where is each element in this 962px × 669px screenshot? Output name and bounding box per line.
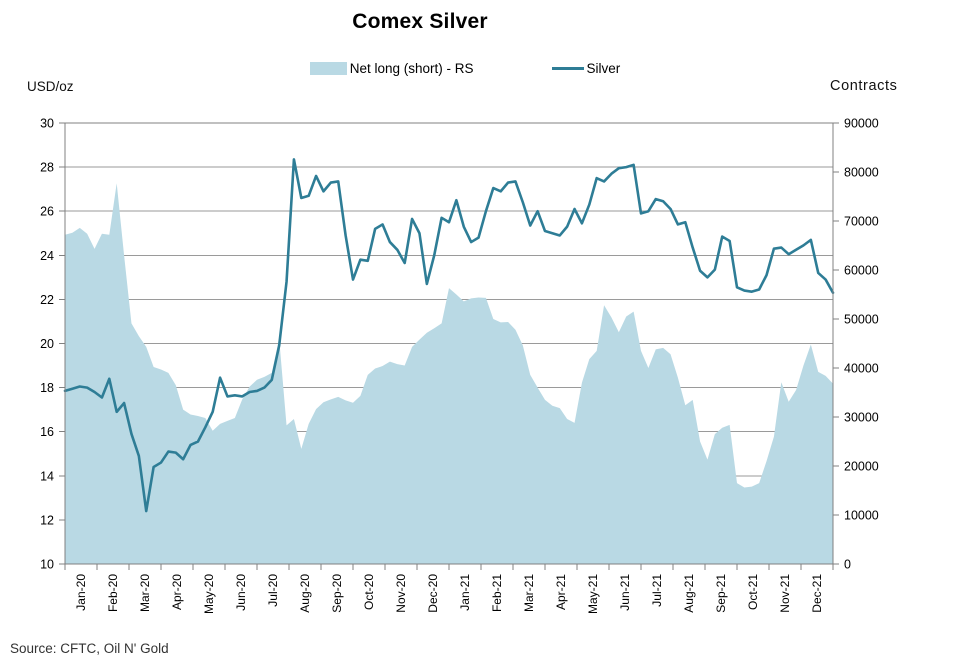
right-tick-label: 20000: [844, 460, 879, 474]
x-tick-label: May-20: [202, 574, 216, 614]
x-tick-label: Jun-21: [618, 574, 632, 611]
x-tick-label: Jul-20: [266, 574, 280, 607]
legend-item-netlong: Net long (short) - RS: [309, 61, 474, 76]
left-tick-label: 16: [40, 425, 54, 439]
legend-item-silver: Silver: [551, 61, 621, 76]
silver-line-swatch: [551, 67, 584, 70]
left-axis-title: USD/oz: [27, 79, 74, 94]
source-note: Source: CFTC, Oil N' Gold: [10, 641, 169, 656]
chart-title: Comex Silver: [352, 10, 488, 33]
x-tick-label: Nov-21: [778, 574, 792, 613]
left-tick-label: 10: [40, 558, 54, 572]
x-tick-label: Mar-21: [522, 574, 536, 612]
right-tick-label: 30000: [844, 411, 879, 425]
legend-netlong-label: Net long (short) - RS: [349, 61, 474, 76]
left-tick-label: 26: [40, 205, 54, 219]
right-tick-label: 40000: [844, 362, 879, 376]
right-tick-label: 80000: [844, 166, 879, 180]
x-tick-label: Apr-20: [170, 574, 184, 610]
right-tick-label: 10000: [844, 509, 879, 523]
legend-silver-label: Silver: [586, 61, 621, 76]
right-tick-label: 70000: [844, 215, 879, 229]
x-tick-label: Mar-20: [138, 574, 152, 612]
right-tick-label: 50000: [844, 313, 879, 327]
left-tick-label: 28: [40, 161, 54, 175]
right-tick-label: 90000: [844, 117, 879, 131]
x-tick-label: Dec-21: [810, 574, 824, 613]
x-tick-label: Feb-21: [490, 574, 504, 612]
x-tick-label: Oct-20: [362, 574, 376, 610]
x-tick-label: May-21: [586, 574, 600, 614]
x-tick-label: Dec-20: [426, 574, 440, 613]
x-tick-label: Jul-21: [650, 574, 664, 607]
right-axis-title: Contracts: [830, 78, 898, 94]
x-tick-label: Sep-21: [714, 574, 728, 613]
x-tick-label: Aug-21: [682, 574, 696, 613]
legend: Net long (short) - RS Silver: [0, 61, 930, 76]
right-tick-label: 0: [844, 558, 851, 572]
netlong-area-swatch: [309, 62, 347, 75]
right-tick-label: 60000: [844, 264, 879, 278]
x-tick-label: Sep-20: [330, 574, 344, 613]
x-tick-label: Aug-20: [298, 574, 312, 613]
left-tick-label: 12: [40, 513, 54, 527]
left-tick-label: 22: [40, 293, 54, 307]
left-tick-label: 30: [40, 117, 54, 131]
x-tick-label: Jun-20: [234, 574, 248, 611]
left-tick-label: 14: [40, 469, 54, 483]
left-tick-label: 20: [40, 337, 54, 351]
x-tick-label: Jan-20: [74, 574, 88, 611]
silver-line: [63, 158, 835, 513]
left-tick-label: 18: [40, 381, 54, 395]
x-tick-label: Nov-20: [394, 574, 408, 613]
x-tick-label: Feb-20: [106, 574, 120, 612]
x-tick-label: Apr-21: [554, 574, 568, 610]
netlong-area: [65, 183, 833, 564]
x-tick-label: Jan-21: [458, 574, 472, 611]
x-tick-label: Oct-21: [746, 574, 760, 610]
left-tick-label: 24: [40, 249, 54, 263]
